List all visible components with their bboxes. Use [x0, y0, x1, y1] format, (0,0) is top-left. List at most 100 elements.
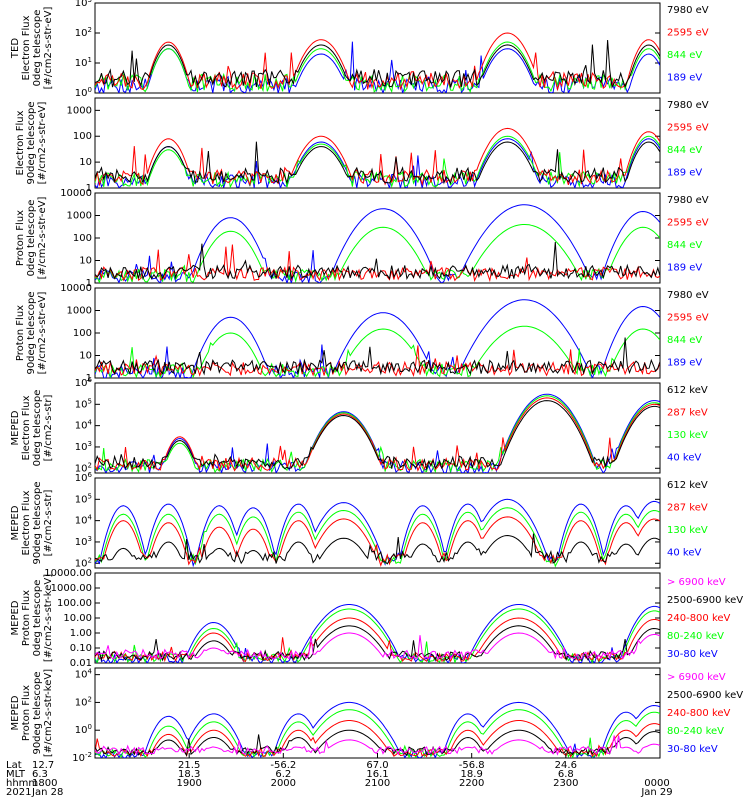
panel-frame	[94, 97, 661, 189]
y-tick-label: 10000	[60, 188, 92, 199]
y-tick-label: 1.00	[70, 628, 92, 639]
y-tick-label: 102	[75, 26, 92, 39]
y-axis-label-line: Electron Flux	[21, 15, 32, 80]
data-traces	[95, 701, 660, 758]
y-tick-label: 103	[75, 0, 92, 9]
y-tick-label: 1000	[67, 306, 92, 317]
series-red	[95, 244, 660, 283]
y-tick-label: 106	[75, 471, 93, 484]
series-blue	[95, 498, 660, 568]
data-traces	[95, 299, 660, 378]
panel-5: 102 103 104 105 106 MEPED Electron Flux 0deg te…	[10, 376, 708, 474]
series-blue	[95, 41, 660, 93]
y-tick-label: 105	[75, 397, 92, 410]
legend-entry: 30-80 keV	[667, 744, 718, 755]
y-tick-label: 10000.00	[44, 568, 92, 579]
panel-6: 102 103 104 105 106 MEPED Electron Flux 90deg t…	[10, 471, 708, 569]
x-row-label: Lat	[6, 760, 22, 771]
y-axis-label-line: 0deg telescope	[32, 10, 43, 87]
y-axis-label-line: MEPED	[10, 410, 21, 445]
x-row-label: 2021	[6, 787, 31, 798]
series-red	[95, 397, 660, 472]
data-traces	[95, 393, 660, 473]
y-axis-label-line: [#/cm2-s-str-keV]	[43, 574, 54, 662]
legend-entry: 2595 eV	[667, 313, 709, 324]
y-tick-label: 103	[75, 440, 92, 453]
x-tick-label-hhmm: 1800	[32, 778, 57, 789]
y-tick-label: 102	[75, 695, 92, 708]
legend-entry: 287 keV	[667, 408, 708, 419]
y-axis-label-line: MEPED	[10, 505, 21, 540]
legend-entry: 844 eV	[667, 145, 702, 156]
legend-entry: 189 eV	[667, 73, 702, 84]
series-black	[95, 39, 660, 89]
series-black	[95, 241, 660, 281]
y-axis-label-line: MEPED	[10, 695, 21, 730]
y-axis-label-line: Proton Flux	[15, 305, 26, 361]
series-blue	[95, 299, 660, 378]
data-traces	[95, 498, 660, 568]
x-tick-label-lat: 12.7	[32, 760, 54, 771]
legend-entry: 7980 eV	[667, 290, 709, 301]
data-traces	[95, 32, 660, 93]
data-traces	[95, 604, 660, 663]
legend-entry: 612 keV	[667, 385, 708, 396]
x-row-label: MLT	[6, 769, 26, 780]
y-axis-label-line: MEPED	[10, 600, 21, 635]
y-tick-label: 102	[75, 461, 92, 474]
y-tick-label: 100	[73, 233, 92, 244]
y-tick-label: 10.00	[63, 613, 92, 624]
x-tick-label-date: Jan 29	[640, 787, 672, 798]
panel-3: 1 10 100 1000 10000 Proton Flux 0deg telescope…	[15, 188, 709, 289]
legend-entry: 80-240 keV	[667, 726, 724, 737]
y-tick-label: 105	[75, 492, 92, 505]
data-traces	[95, 204, 660, 283]
y-axis-label-line: 90deg telescope	[32, 481, 43, 564]
y-tick-label: 1	[86, 278, 92, 289]
y-tick-label: 10	[79, 256, 92, 267]
x-tick-label-lat: 21.5	[178, 760, 200, 771]
series-black	[95, 400, 660, 471]
y-tick-label: 1	[86, 373, 92, 384]
series-green	[95, 395, 660, 473]
y-tick-label: 100	[73, 328, 92, 339]
y-tick-label: 100	[73, 131, 92, 142]
series-blue	[95, 604, 660, 663]
x-tick-label-hhmm: 2100	[365, 778, 390, 789]
y-tick-label: 1000	[67, 105, 92, 116]
legend-entry: 2595 eV	[667, 218, 709, 229]
series-blue	[95, 204, 660, 283]
x-tick-label-date: Jan 28	[31, 787, 63, 798]
y-tick-label: 0.10	[70, 643, 92, 654]
y-tick-label: 100.00	[57, 598, 92, 609]
y-axis-label-line: 0deg telescope	[32, 580, 43, 657]
legend-entry: 130 keV	[667, 525, 708, 536]
legend-entry: 40 keV	[667, 548, 701, 559]
y-tick-label: 103	[75, 535, 92, 548]
x-tick-label-hhmm: 1900	[176, 778, 201, 789]
y-tick-label: 102	[75, 556, 92, 569]
y-axis-label-line: TED	[10, 38, 21, 59]
panel-7: 0.01 0.10 1.00 10.00 100.00 1000.00 10000.00 ME…	[10, 568, 743, 669]
legend-entry: 2595 eV	[667, 123, 709, 134]
legend-entry: 287 keV	[667, 503, 708, 514]
x-tick-label-lat: -56.2	[270, 760, 296, 771]
y-tick-label: 104	[75, 668, 93, 681]
x-tick-label-lat: 67.0	[366, 760, 388, 771]
y-tick-label: 0.01	[70, 658, 92, 669]
y-tick-label: 104	[75, 514, 93, 527]
y-tick-label: 1000.00	[51, 583, 92, 594]
legend-entry: 80-240 keV	[667, 631, 724, 642]
y-axis-label-line: 0deg telescope	[26, 200, 37, 277]
y-tick-label: 1	[86, 183, 92, 194]
x-tick-label-hhmm: 2000	[271, 778, 296, 789]
legend-entry: 130 keV	[667, 430, 708, 441]
y-axis-label-line: Proton Flux	[21, 685, 32, 741]
x-tick-label-mlt: 6.3	[32, 769, 48, 780]
series-black	[95, 337, 660, 376]
legend-entry: 240-800 keV	[667, 708, 731, 719]
y-tick-label: 10-2	[72, 751, 92, 764]
y-axis-label-line: 0deg telescope	[32, 390, 43, 467]
series-red	[95, 32, 660, 92]
